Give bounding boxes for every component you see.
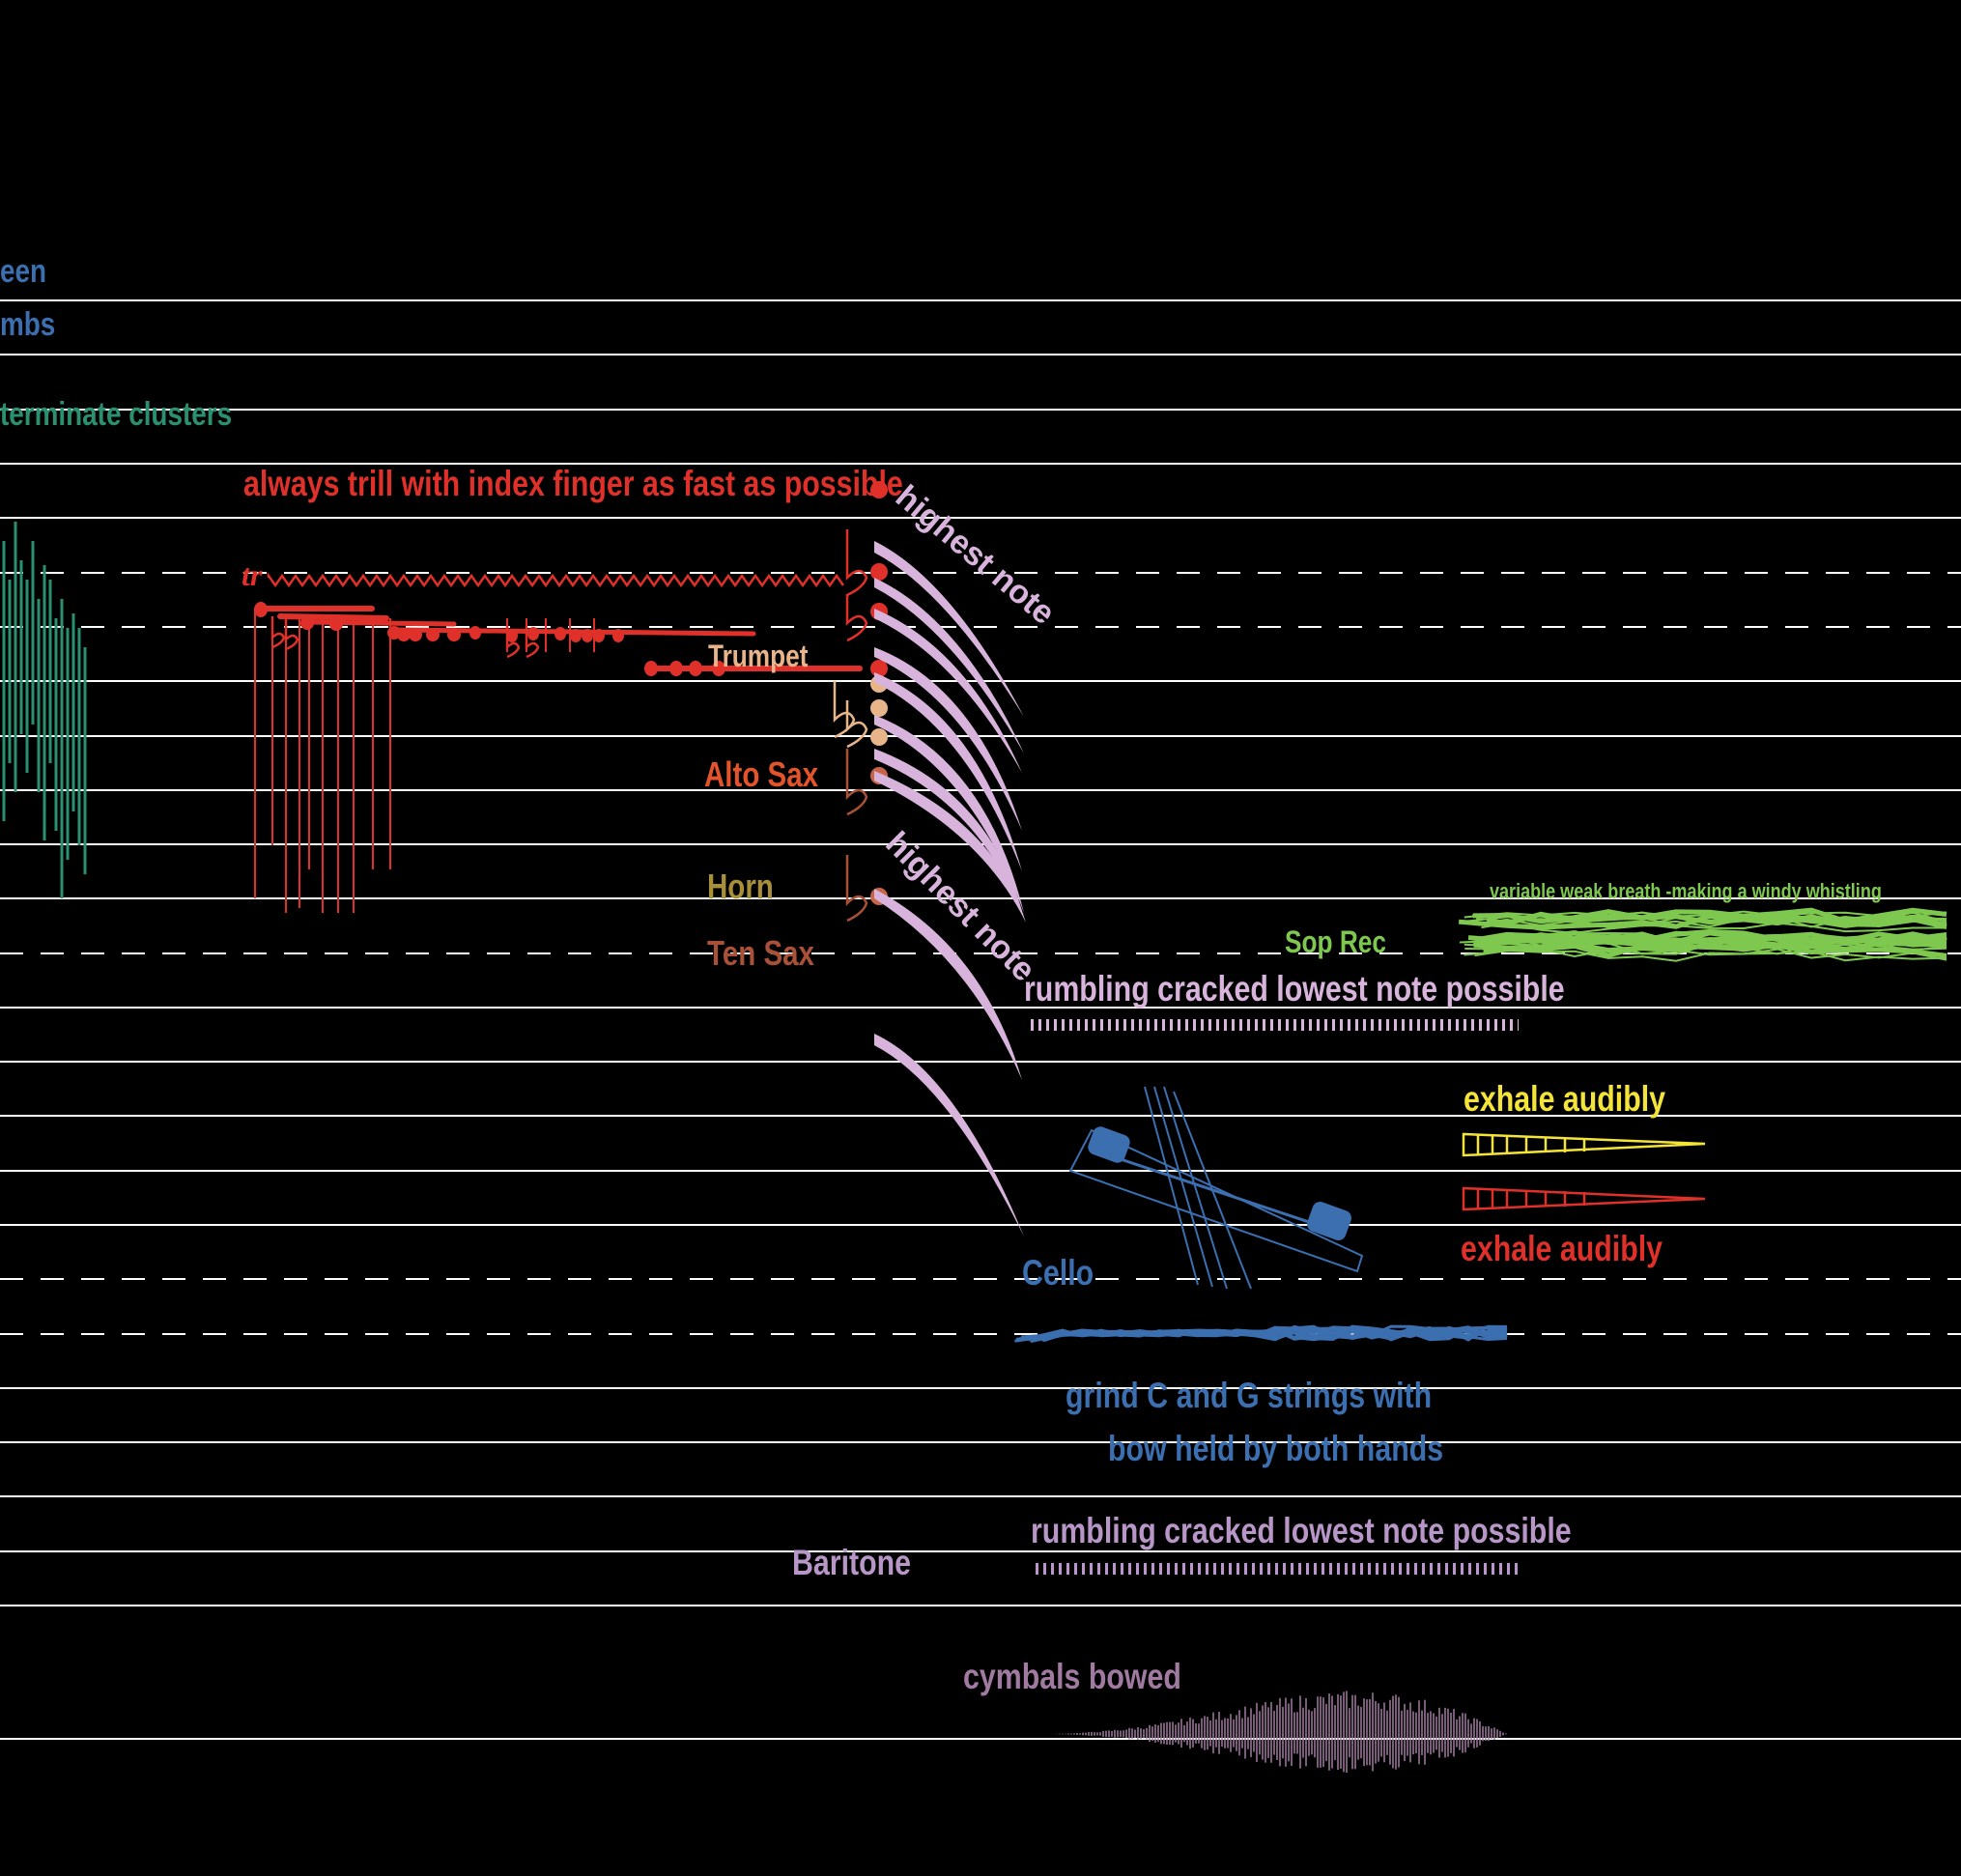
red-note-stems — [254, 609, 595, 913]
exhale-wedge-yellow — [1462, 1132, 1706, 1157]
breath-instruction: variable weak breath -making a windy whi… — [1490, 880, 1882, 903]
breath-stroke — [1474, 950, 1947, 962]
recorder-label: Sop Rec — [1285, 926, 1386, 960]
trill-instruction: always trill with index finger as fast a… — [243, 464, 903, 504]
flat-signs — [270, 529, 868, 923]
cello-bow-grips — [1088, 1126, 1351, 1240]
breath-stroke — [1467, 930, 1947, 945]
grind-instruction-2: bow held by both hands — [1108, 1429, 1443, 1469]
grind-instruction-1: grind C and G strings with — [1066, 1376, 1432, 1416]
windy-breath-strokes — [1458, 907, 1947, 962]
cello-grind-scribble — [1014, 1324, 1508, 1344]
trumpet-label: Trumpet — [708, 640, 809, 674]
cello-label: Cello — [1022, 1253, 1094, 1293]
baritone-label: Baritone — [792, 1543, 911, 1583]
breath-stroke — [1458, 913, 1947, 930]
cluster-bars — [2, 522, 87, 898]
red-noteheads — [254, 602, 725, 676]
glissando-curves — [874, 541, 1026, 1236]
breath-stroke — [1484, 937, 1947, 951]
breath-stroke — [1483, 943, 1947, 958]
rumbling-instruction-1: rumbling cracked lowest note possible — [1024, 969, 1565, 1009]
scribble-stroke — [1014, 1324, 1508, 1343]
cymbals-label: cymbals bowed — [963, 1657, 1181, 1697]
breath-stroke — [1476, 911, 1947, 924]
breath-stroke — [1481, 922, 1947, 934]
fragment-label-1: een — [0, 252, 46, 289]
alto-sax-label: Alto Sax — [704, 754, 819, 793]
trill-zigzag — [267, 572, 845, 588]
fragment-label-2: mbs — [0, 305, 55, 342]
breath-stroke — [1486, 911, 1947, 927]
rumbling-instruction-2: rumbling cracked lowest note possible — [1031, 1511, 1572, 1551]
clusters-label: terminate clusters — [0, 395, 232, 432]
cello-bow-diagram — [1068, 1086, 1364, 1290]
ten-sax-label: Ten Sax — [707, 933, 815, 972]
exhale-label-yellow: exhale audibly — [1464, 1079, 1665, 1120]
horn-label: Horn — [707, 867, 774, 905]
exhale-wedge-red — [1462, 1186, 1706, 1211]
exhale-label-red: exhale audibly — [1461, 1229, 1663, 1269]
cymbal-waveform — [1050, 1691, 1507, 1774]
trill-mark: tr — [242, 557, 263, 592]
breath-stroke — [1464, 937, 1947, 952]
